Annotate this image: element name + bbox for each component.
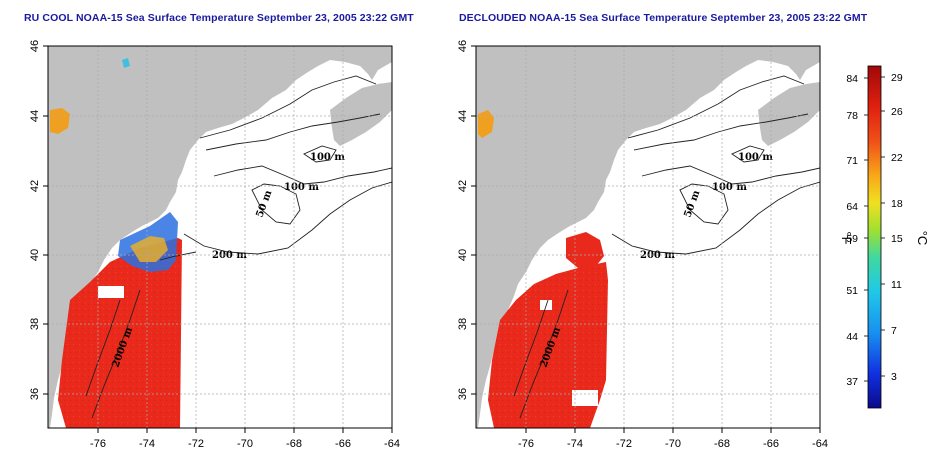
- right-lon-70: -70: [665, 438, 681, 450]
- left-map-title: RU COOL NOAA-15 Sea Surface Temperature …: [24, 12, 414, 24]
- left-map-panel: 100 m 100 m 50 m 200 m 2000 m: [48, 46, 392, 428]
- left-label-100m-a: 100 m: [310, 152, 345, 163]
- right-lat-46: 46: [457, 40, 469, 52]
- right-lake-sst: [478, 110, 494, 138]
- left-lat-44: 44: [29, 110, 41, 122]
- left-sst-swath: [58, 238, 182, 428]
- colorbar: [867, 65, 882, 409]
- right-lon-66: -66: [763, 438, 779, 450]
- right-lat-40: 40: [457, 249, 469, 261]
- cb-f-37: 37: [846, 376, 858, 388]
- cb-f-71: 71: [846, 155, 858, 167]
- right-lat-44: 44: [457, 110, 469, 122]
- left-label-200m: 200 m: [212, 250, 247, 261]
- left-land: [48, 46, 392, 428]
- cb-f-84: 84: [846, 73, 858, 85]
- right-lat-42: 42: [457, 180, 469, 192]
- left-lat-46: 46: [29, 40, 41, 52]
- left-lon-76: -76: [90, 438, 106, 450]
- right-lon-74: -74: [567, 438, 583, 450]
- right-label-200m: 200 m: [640, 250, 675, 261]
- left-lon-64: -64: [384, 438, 400, 450]
- cb-f-44: 44: [846, 331, 858, 343]
- left-lon-66: -66: [335, 438, 351, 450]
- cb-c-11: 11: [891, 279, 902, 291]
- left-lat-36: 36: [29, 388, 41, 400]
- cb-c-22: 22: [891, 152, 903, 164]
- cb-f-59: 59: [846, 233, 858, 245]
- right-lat-38: 38: [457, 318, 469, 330]
- left-lake-sst: [50, 108, 70, 134]
- left-lon-70: -70: [237, 438, 253, 450]
- left-cloud-hole: [98, 286, 124, 298]
- colorbar-celsius-labels: 29 26 22 18 15 11 7 3: [891, 72, 903, 383]
- left-map-frame: [47, 45, 393, 429]
- right-sst-swath: [488, 262, 608, 428]
- right-label-100m-a: 100 m: [738, 152, 773, 163]
- cb-c-18: 18: [891, 198, 903, 210]
- right-map-title: DECLOUDED NOAA-15 Sea Surface Temperatur…: [459, 12, 868, 24]
- right-map-panel: 100 m 100 m 50 m 200 m 2000 m: [476, 46, 820, 428]
- right-grid: [476, 46, 820, 428]
- cb-c-15: 15: [891, 233, 903, 245]
- left-nova-scotia: [330, 82, 392, 146]
- left-lon-labels: -76 -74 -72 -70 -68 -66 -64: [90, 438, 400, 450]
- right-cloud-hole-a: [572, 390, 598, 406]
- left-grid: [48, 46, 392, 428]
- right-land: [476, 46, 820, 428]
- unit-fahrenheit: °F: [839, 231, 854, 244]
- right-nova-scotia: [758, 82, 820, 146]
- cb-f-51: 51: [846, 285, 858, 297]
- right-lat-36: 36: [457, 388, 469, 400]
- right-lon-72: -72: [616, 438, 632, 450]
- left-lon-74: -74: [139, 438, 155, 450]
- cb-c-29: 29: [891, 72, 903, 84]
- left-lat-labels: 46 44 42 40 38 36: [29, 40, 41, 400]
- colorbar-fahrenheit-labels: 84 78 71 64 59 51 44 37: [846, 73, 858, 388]
- right-lon-68: -68: [714, 438, 730, 450]
- cb-c-26: 26: [891, 106, 903, 118]
- left-lon-68: -68: [286, 438, 302, 450]
- right-contours: [513, 75, 820, 419]
- left-lat-38: 38: [29, 318, 41, 330]
- left-lat-40: 40: [29, 249, 41, 261]
- left-lake-speck: [122, 58, 130, 68]
- right-lat-labels: 46 44 42 40 38 36: [457, 40, 469, 400]
- left-contours: [85, 75, 392, 419]
- left-label-100m-b: 100 m: [284, 182, 319, 193]
- cb-c-7: 7: [891, 325, 897, 337]
- right-ticks: [471, 45, 821, 433]
- right-lon-64: -64: [812, 438, 828, 450]
- cb-c-3: 3: [891, 371, 897, 383]
- right-lon-labels: -76 -74 -72 -70 -68 -66 -64: [518, 438, 828, 450]
- cb-f-64: 64: [846, 201, 858, 213]
- left-sst-warm-patch: [130, 236, 168, 262]
- left-lat-42: 42: [29, 180, 41, 192]
- unit-celsius: °C: [915, 231, 930, 246]
- colorbar-ticks: [864, 76, 885, 382]
- right-map-frame: [475, 45, 821, 429]
- left-ticks: [43, 45, 393, 433]
- right-label-100m-b: 100 m: [712, 182, 747, 193]
- left-lon-72: -72: [188, 438, 204, 450]
- right-sst-nearshore: [566, 232, 604, 268]
- cb-f-78: 78: [846, 110, 858, 122]
- right-lon-76: -76: [518, 438, 534, 450]
